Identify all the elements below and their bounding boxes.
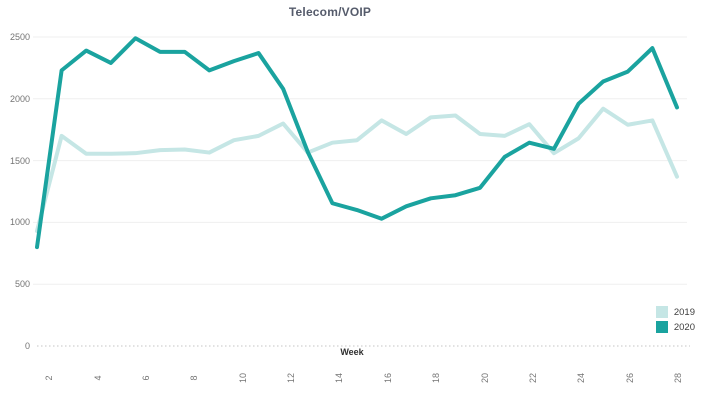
x-tick-label: 14 (334, 373, 345, 384)
x-tick-label: 18 (431, 373, 442, 384)
y-tick-label: 2000 (9, 93, 30, 104)
x-tick-label: 16 (382, 373, 393, 384)
legend: 2019 2020 (655, 306, 695, 333)
x-tick-label: 2 (44, 375, 55, 381)
chart-title: Telecom/VOIP (288, 5, 372, 19)
series-line-2019[interactable] (35, 106, 679, 234)
y-tick-label: 500 (14, 279, 30, 290)
x-tick-label: 22 (527, 373, 538, 384)
x-tick-label: 12 (286, 373, 297, 384)
y-tick-label: 2500 (9, 32, 30, 42)
x-tick-label: 26 (624, 373, 635, 384)
x-tick-label: 20 (479, 373, 490, 384)
legend-label: 2019 (673, 306, 695, 318)
x-tick-label: 4 (92, 375, 103, 381)
x-tick-label: 8 (189, 375, 200, 381)
legend-swatch-icon (655, 306, 668, 318)
legend-item-2020[interactable]: 2020 (655, 321, 695, 333)
x-tick-label: 28 (672, 373, 683, 384)
x-tick-label: 10 (237, 373, 248, 384)
x-tick-label: 6 (141, 375, 152, 381)
y-tick-label: 0 (24, 341, 30, 351)
x-tick-label: 24 (576, 373, 587, 384)
legend-label: 2020 (673, 321, 695, 333)
legend-swatch-icon (655, 321, 668, 333)
x-axis-title: Week (340, 347, 364, 357)
series-line-2020[interactable] (35, 36, 679, 250)
y-tick-label: 1500 (9, 155, 30, 166)
y-tick-label: 1000 (9, 217, 30, 228)
legend-item-2019[interactable]: 2019 (655, 306, 695, 318)
